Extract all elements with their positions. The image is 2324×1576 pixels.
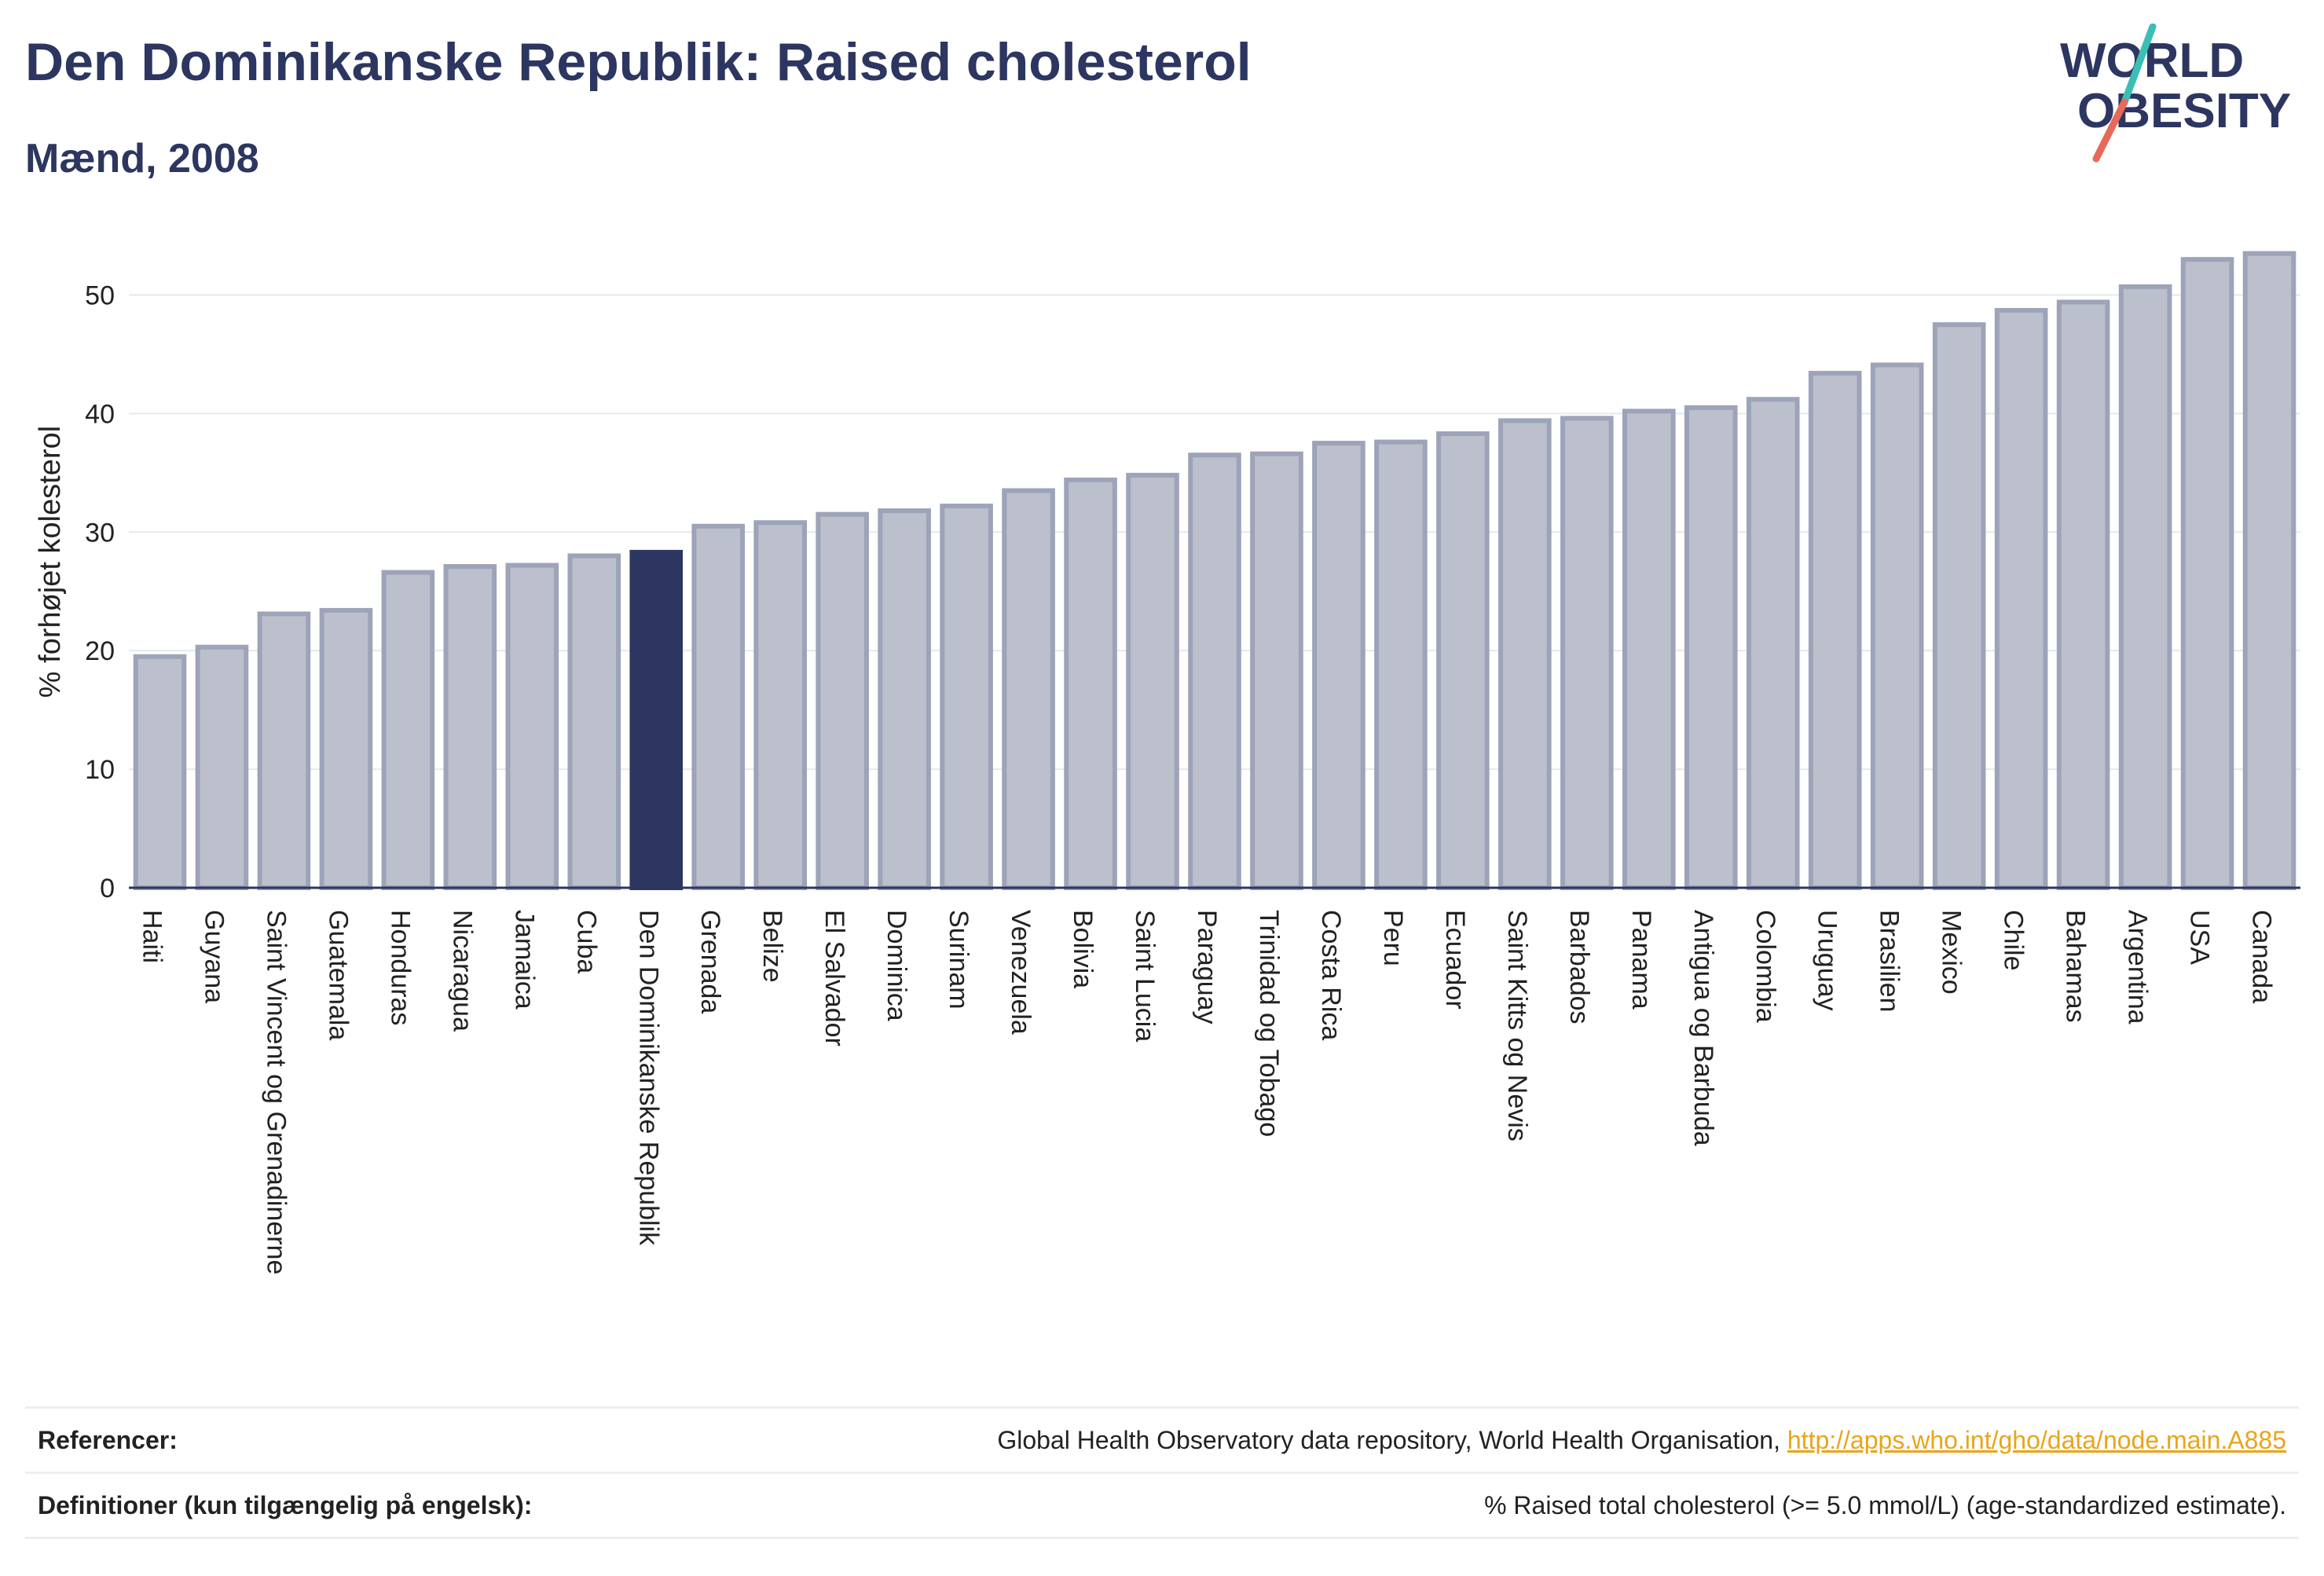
bar-bahamas[interactable] <box>2056 299 2110 890</box>
bar-uruguay[interactable] <box>1808 371 1862 890</box>
chart-title: Den Dominikanske Republik: Raised choles… <box>25 32 1252 92</box>
x-tick-label: Den Dominikanske Republik <box>633 910 663 1246</box>
definitions-value: % Raised total cholesterol (>= 5.0 mmol/… <box>1484 1490 2286 1519</box>
x-tick-label: Grenada <box>695 910 725 1013</box>
bar-belize[interactable] <box>753 520 807 890</box>
x-tick-label: Nicaragua <box>447 910 477 1032</box>
bar-costa-rica[interactable] <box>1312 441 1365 890</box>
bar-argentina[interactable] <box>2118 284 2172 890</box>
x-tick-label: Honduras <box>385 910 415 1025</box>
bar-guatemala[interactable] <box>319 607 373 890</box>
logo-slash-top <box>2121 24 2157 106</box>
chart-subtitle: Mænd, 2008 <box>25 136 259 181</box>
y-tick-label: 0 <box>100 874 115 903</box>
bar-cuba[interactable] <box>567 553 621 890</box>
x-tick-label: Antigua og Barbuda <box>1688 910 1718 1146</box>
x-tick-label: Jamaica <box>509 910 539 1010</box>
bar-dominica[interactable] <box>878 508 931 890</box>
bar-bolivia[interactable] <box>1064 477 1117 890</box>
bar-chart: 0 10 20 30 40 50 Haiti Guyana Saint Vincent og G… <box>34 251 2300 1274</box>
x-tick-label: Cuba <box>571 910 601 973</box>
bar-peru[interactable] <box>1374 439 1428 890</box>
bar-saint-kitts-og-nevis[interactable] <box>1498 418 1552 890</box>
bar-saint-lucia[interactable] <box>1126 472 1179 890</box>
x-tick-label: Chile <box>1999 910 2029 970</box>
y-tick-label: 50 <box>85 280 115 310</box>
x-tick-label: Guyana <box>199 910 229 1003</box>
references-link[interactable]: http://apps.who.int/gho/data/node.main.A… <box>1787 1425 2286 1454</box>
y-axis-title: % forhøjet kolesterol <box>34 426 67 698</box>
bar-canada[interactable] <box>2242 251 2297 890</box>
bar-usa[interactable] <box>2180 257 2234 890</box>
x-tick-label: Barbados <box>1564 910 1594 1024</box>
x-tick-label: Paraguay <box>1192 910 1222 1024</box>
x-tick-label: Colombia <box>1750 910 1780 1023</box>
references-label: Referencer: <box>38 1425 178 1454</box>
x-tick-label: Bolivia <box>1068 910 1098 988</box>
bar-surinam[interactable] <box>940 504 993 891</box>
x-tick-label: Belize <box>757 910 787 983</box>
x-tick-label: Uruguay <box>1813 910 1842 1011</box>
bar-nicaragua[interactable] <box>443 564 497 890</box>
x-tick-label: El Salvador <box>819 910 849 1046</box>
y-tick-label: 40 <box>85 399 115 429</box>
bars <box>133 251 2297 891</box>
x-tick-label: Dominica <box>882 910 911 1021</box>
x-tick-label: Canada <box>2247 910 2277 1003</box>
bar-jamaica[interactable] <box>505 563 559 890</box>
logo-slash-bottom <box>2092 98 2128 163</box>
bar-venezuela[interactable] <box>1002 488 1055 890</box>
x-tick-label: Haiti <box>137 910 167 963</box>
x-tick-label: Saint Lucia <box>1130 910 1160 1042</box>
bar-barbados[interactable] <box>1560 416 1614 890</box>
world-obesity-logo: WORLD OBESITY <box>2043 24 2310 165</box>
x-tick-label: Bahamas <box>2061 910 2091 1023</box>
y-tick-label: 10 <box>85 755 115 785</box>
bar-antigua-og-barbuda[interactable] <box>1684 405 1738 890</box>
bar-grenada[interactable] <box>691 523 746 891</box>
footer: Referencer: Global Health Observatory da… <box>25 1406 2299 1539</box>
bar-haiti[interactable] <box>133 654 187 891</box>
y-tick-label: 30 <box>85 518 115 548</box>
bar-panama[interactable] <box>1622 409 1676 890</box>
bar-el-salvador[interactable] <box>816 511 869 890</box>
bar-saint-vincent-og-grenadinerne[interactable] <box>257 611 311 891</box>
y-tick-label: 20 <box>85 636 115 666</box>
x-tick-label: Costa Rica <box>1316 910 1346 1040</box>
x-tick-label: Venezuela <box>1006 910 1036 1035</box>
x-tick-label: Saint Vincent og Grenadinerne <box>261 910 291 1274</box>
bar-chile[interactable] <box>1994 308 2048 890</box>
x-tick-label: Argentina <box>2123 910 2153 1024</box>
references-row: Referencer: Global Health Observatory da… <box>25 1406 2299 1472</box>
bar-colombia[interactable] <box>1746 397 1800 891</box>
bar-paraguay[interactable] <box>1188 453 1241 890</box>
x-tick-label: Surinam <box>944 910 973 1010</box>
references-text: Global Health Observatory data repositor… <box>997 1425 1787 1454</box>
x-tick-label: Brasilien <box>1875 910 1904 1012</box>
bar-ecuador[interactable] <box>1436 431 1490 890</box>
x-tick-label: Guatemala <box>323 910 353 1040</box>
logo-word-world: WORLD <box>2060 34 2244 88</box>
bar-den-dominikanske-republik[interactable] <box>629 549 684 890</box>
definitions-label: Definitioner (kun tilgængelig på engelsk… <box>38 1490 533 1519</box>
bar-trinidad-og-tobago[interactable] <box>1250 451 1303 890</box>
references-value: Global Health Observatory data repositor… <box>997 1426 2299 1455</box>
x-tick-label: Saint Kitts og Nevis <box>1502 910 1532 1142</box>
x-tick-label: Trinidad og Tobago <box>1254 910 1284 1137</box>
x-tick-label: Peru <box>1378 910 1408 966</box>
bar-mexico[interactable] <box>1932 322 1986 890</box>
x-tick-label: USA <box>2185 910 2215 965</box>
x-tick-label: Ecuador <box>1440 910 1470 1010</box>
x-tick-label: Panama <box>1626 910 1656 1010</box>
axes: 0 10 20 30 40 50 Haiti Guyana Saint Vincent og G… <box>85 280 2300 1274</box>
bar-brasilien[interactable] <box>1870 362 1924 890</box>
bar-guyana[interactable] <box>195 644 249 890</box>
bar-honduras[interactable] <box>381 570 435 891</box>
x-tick-label: Mexico <box>1937 910 1967 995</box>
definitions-row: Definitioner (kun tilgængelig på engelsk… <box>25 1472 2299 1539</box>
